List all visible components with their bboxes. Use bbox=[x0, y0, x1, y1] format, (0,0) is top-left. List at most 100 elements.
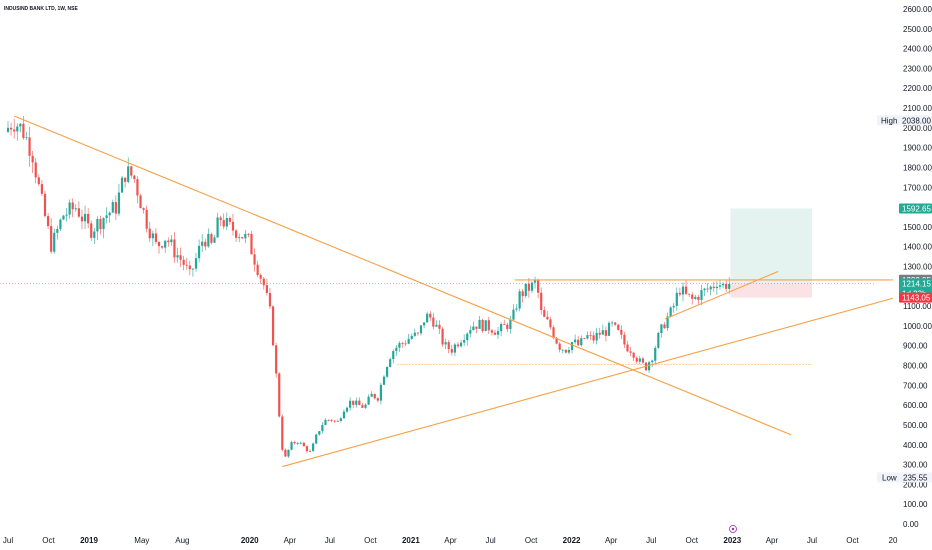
candle-body bbox=[647, 362, 651, 371]
candle-body bbox=[22, 123, 25, 139]
chart-title: INDUSIND BANK LTD, 1W, NSE bbox=[4, 6, 78, 12]
x-tick-label: Jul bbox=[485, 536, 495, 545]
candle-body bbox=[398, 343, 401, 348]
candle-body bbox=[244, 233, 247, 239]
candle-up bbox=[201, 234, 204, 253]
candle-up bbox=[321, 422, 324, 434]
candle-up bbox=[657, 331, 660, 349]
candle-body bbox=[481, 319, 484, 332]
candle-up bbox=[213, 234, 216, 243]
candle-down bbox=[173, 232, 176, 263]
candle-body bbox=[512, 309, 515, 320]
candle-up bbox=[512, 304, 515, 322]
candle-up bbox=[651, 359, 654, 367]
candle-body bbox=[555, 337, 558, 344]
candle-down bbox=[549, 316, 552, 330]
high-tag-bg bbox=[877, 115, 932, 126]
candle-body bbox=[703, 288, 706, 291]
candle-body bbox=[339, 418, 342, 422]
candle-body bbox=[527, 283, 530, 291]
candle-body bbox=[111, 202, 114, 213]
candle-body bbox=[355, 400, 358, 405]
candle-up bbox=[601, 324, 604, 335]
candle-body bbox=[546, 316, 549, 320]
candle-body bbox=[426, 313, 429, 323]
candle-body bbox=[161, 246, 164, 248]
trendlines[interactable] bbox=[13, 115, 894, 468]
candle-up bbox=[296, 442, 299, 446]
candle-down bbox=[40, 179, 44, 197]
y-tick-label: 100.00 bbox=[903, 500, 928, 509]
candle-up bbox=[700, 284, 703, 306]
x-tick-label: Oct bbox=[686, 536, 699, 545]
candle-down bbox=[130, 165, 133, 179]
candle-up bbox=[669, 306, 672, 318]
candle-down bbox=[204, 238, 207, 251]
candle-body bbox=[626, 344, 629, 352]
candle-body bbox=[715, 286, 718, 289]
trendline-descending[interactable] bbox=[13, 115, 792, 436]
target-price-tag-bg bbox=[899, 203, 932, 214]
candle-down bbox=[404, 340, 407, 347]
candle-body bbox=[16, 126, 19, 132]
candle-down bbox=[268, 287, 272, 310]
candle-up bbox=[694, 294, 697, 300]
candle-down bbox=[706, 282, 709, 293]
candle-body bbox=[68, 202, 71, 215]
candle-up bbox=[93, 227, 96, 245]
candle-body bbox=[154, 233, 158, 242]
candle-body bbox=[620, 329, 623, 335]
candle-down bbox=[620, 325, 623, 340]
candle-down bbox=[114, 195, 117, 221]
candle-body bbox=[290, 442, 293, 450]
candle-body bbox=[681, 286, 685, 295]
candle-body bbox=[419, 325, 423, 334]
candle-down bbox=[592, 331, 595, 344]
candle-body bbox=[654, 347, 657, 361]
candle-body bbox=[524, 283, 527, 297]
candle-body bbox=[77, 208, 80, 217]
candle-body bbox=[164, 240, 167, 248]
candle-up bbox=[398, 341, 401, 352]
x-tick-label: 2022 bbox=[563, 536, 581, 545]
event-marker-icon[interactable] bbox=[729, 525, 737, 533]
candle-body bbox=[342, 411, 346, 419]
candle-body bbox=[34, 162, 37, 178]
y-tick-label: 1900.00 bbox=[903, 144, 932, 153]
y-tick-label: 1700.00 bbox=[903, 183, 932, 192]
candle-down bbox=[142, 207, 145, 214]
candle-body bbox=[638, 358, 641, 362]
candle-down bbox=[361, 402, 364, 409]
candle-up bbox=[108, 211, 111, 223]
candle-body bbox=[222, 220, 225, 227]
candle-up bbox=[610, 320, 614, 327]
candle-up bbox=[19, 122, 22, 133]
y-tick-label: 0.00 bbox=[903, 520, 919, 529]
candle-body bbox=[533, 280, 537, 283]
candle-body bbox=[139, 195, 142, 209]
time-axis[interactable]: Jul Oct 2019 May Aug 2020 Apr Jul Oct 2021 Apr Jul O… bbox=[3, 536, 898, 545]
candle-body bbox=[278, 373, 281, 417]
candle-body bbox=[124, 177, 127, 182]
candle-down bbox=[87, 208, 90, 229]
candle-body bbox=[410, 335, 413, 339]
x-tick-label: Apr bbox=[444, 536, 457, 545]
candle-down bbox=[250, 230, 253, 255]
candle-down bbox=[133, 174, 136, 183]
candle-down bbox=[589, 331, 592, 341]
candle-up bbox=[533, 276, 537, 289]
candle-down bbox=[577, 336, 580, 346]
candle-body bbox=[379, 384, 383, 401]
trendline-ascending[interactable] bbox=[282, 297, 894, 468]
candle-up bbox=[385, 366, 389, 379]
candle-body bbox=[530, 282, 534, 291]
candle-body bbox=[515, 308, 518, 310]
candle-down bbox=[373, 393, 376, 400]
x-tick-label: Jul bbox=[807, 536, 817, 545]
candle-body bbox=[549, 319, 552, 328]
candle-body bbox=[136, 179, 139, 196]
y-tick-label: 1400.00 bbox=[903, 243, 932, 252]
candle-body bbox=[142, 208, 145, 210]
trendline-rising-support[interactable] bbox=[664, 270, 779, 320]
